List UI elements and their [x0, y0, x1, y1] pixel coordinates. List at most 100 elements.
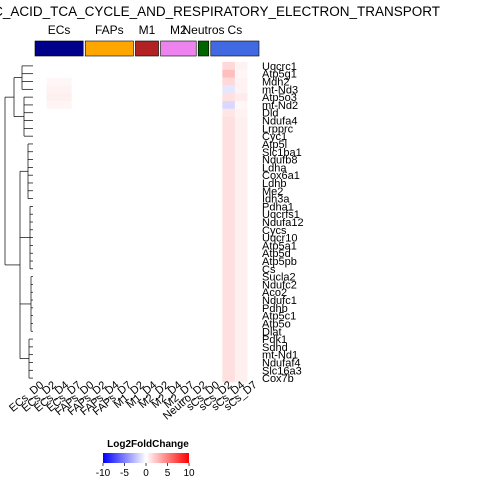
heatmap-cell	[222, 140, 236, 149]
heatmap-cell	[134, 163, 148, 172]
heatmap-cell	[109, 155, 123, 164]
heatmap-cell	[197, 358, 211, 367]
heatmap-cell	[121, 132, 135, 141]
heatmap-cell	[134, 350, 148, 359]
heatmap-cell	[209, 280, 223, 289]
heatmap-cell	[247, 194, 261, 203]
heatmap-cell	[172, 311, 185, 320]
heatmap-cell	[71, 342, 85, 352]
heatmap-cell	[159, 249, 173, 258]
heatmap-cell	[159, 257, 173, 266]
heatmap-cell	[159, 342, 173, 352]
heatmap-cell	[197, 241, 211, 250]
heatmap-cell	[134, 327, 148, 336]
heatmap-cell	[84, 358, 98, 367]
heatmap-cell	[121, 296, 135, 305]
heatmap-cell	[222, 163, 236, 172]
heatmap-cell	[134, 210, 148, 219]
heatmap-cell	[222, 179, 236, 188]
heatmap-cell	[234, 186, 248, 195]
heatmap-cell	[209, 358, 223, 367]
heatmap-cell	[96, 366, 110, 375]
heatmap-cell	[234, 218, 248, 227]
heatmap-cell	[222, 366, 236, 375]
heatmap-cell	[209, 77, 223, 86]
heatmap-cell	[59, 280, 72, 289]
heatmap-cell	[209, 272, 223, 281]
group-label: Neutros	[182, 23, 224, 37]
heatmap-cell	[209, 163, 223, 172]
heatmap-cell	[109, 319, 123, 328]
heatmap-cell	[184, 233, 198, 242]
heatmap-cell	[109, 350, 123, 359]
row-label: Ldhb	[262, 178, 286, 190]
row-label: Atp5o3	[262, 92, 297, 104]
heatmap-cell	[222, 85, 236, 94]
heatmap-cell	[197, 342, 211, 352]
heatmap-cell	[172, 155, 185, 164]
heatmap-cell	[96, 319, 110, 328]
heatmap-cell	[84, 155, 98, 164]
heatmap-cell	[46, 303, 60, 313]
heatmap-cell	[184, 374, 198, 383]
heatmap-cell	[222, 218, 236, 227]
legend-tick-label: 0	[143, 468, 149, 479]
row-label: Ndufa12	[262, 217, 304, 229]
heatmap-cell	[159, 218, 173, 227]
heatmap-cell	[184, 249, 198, 258]
heatmap-cell	[46, 62, 60, 71]
heatmap-cell	[71, 296, 85, 305]
row-label: mt-Nd3	[262, 84, 298, 96]
heatmap-cell	[59, 93, 72, 102]
heatmap-cell	[222, 171, 236, 180]
heatmap-cell	[197, 374, 211, 383]
heatmap-cell	[71, 272, 85, 281]
row-label: Uqcrc1	[262, 61, 297, 73]
row-label: Ldha	[262, 162, 287, 174]
heatmap-cell	[234, 249, 248, 258]
heatmap-cell	[209, 85, 223, 94]
heatmap-cell	[247, 257, 261, 266]
heatmap-cell	[172, 264, 185, 274]
heatmap-cell	[147, 335, 160, 344]
row-label: Ndufaf4	[262, 357, 301, 369]
heatmap-cell	[159, 62, 173, 71]
row-label: Uqcr10	[262, 233, 297, 245]
heatmap-cell	[172, 140, 185, 149]
heatmap-cell	[209, 124, 223, 133]
heatmap-cell	[197, 194, 211, 203]
heatmap-cell	[234, 116, 248, 125]
heatmap-cell	[134, 296, 148, 305]
heatmap-cell	[209, 241, 223, 250]
heatmap-cell	[159, 101, 173, 110]
heatmap-cell	[172, 272, 185, 281]
heatmap-cell	[247, 69, 261, 78]
heatmap-cell	[222, 374, 236, 383]
heatmap-cell	[134, 147, 148, 156]
heatmap-cell	[184, 202, 198, 211]
heatmap-cell	[96, 85, 110, 94]
heatmap-cell	[134, 85, 148, 94]
heatmap-cell	[209, 116, 223, 125]
heatmap-cell	[59, 272, 72, 281]
heatmap-cell	[147, 374, 160, 383]
heatmap-cell	[34, 319, 47, 328]
heatmap-cell	[147, 194, 160, 203]
heatmap-cell	[59, 249, 72, 258]
heatmap-cells	[34, 62, 261, 383]
heatmap-cell	[121, 69, 135, 78]
heatmap-cell	[247, 272, 261, 281]
heatmap-cell	[71, 140, 85, 149]
heatmap-cell	[184, 264, 198, 274]
heatmap-cell	[59, 69, 72, 78]
heatmap-cell	[96, 225, 110, 234]
heatmap-cell	[121, 108, 135, 117]
heatmap-cell	[46, 241, 60, 250]
heatmap-cell	[222, 327, 236, 336]
heatmap-cell	[209, 335, 223, 344]
heatmap-cell	[184, 241, 198, 250]
heatmap-cell	[247, 171, 261, 180]
heatmap-cell	[209, 218, 223, 227]
heatmap-cell	[147, 303, 160, 313]
